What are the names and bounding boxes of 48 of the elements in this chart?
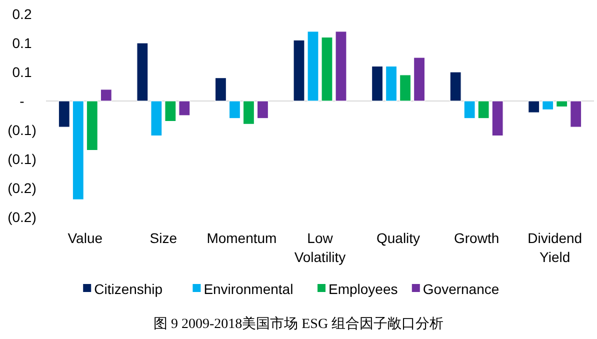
x-tick-label: Low Volatility bbox=[294, 230, 346, 265]
x-tick-label: Size bbox=[150, 230, 178, 246]
y-tick-label: (0.1) bbox=[8, 151, 36, 167]
legend-label: Governance bbox=[422, 281, 500, 297]
bar bbox=[413, 57, 426, 102]
bar bbox=[72, 100, 84, 200]
y-tick-label: (0.2) bbox=[8, 209, 36, 225]
bar bbox=[385, 66, 398, 102]
x-tick-label: Growth bbox=[454, 230, 500, 246]
bar bbox=[492, 100, 504, 136]
y-tick-label: (0.2) bbox=[8, 180, 36, 196]
bar bbox=[164, 100, 176, 122]
x-tick-label: Quality bbox=[376, 230, 420, 246]
x-tick-label: Momentum bbox=[206, 230, 277, 246]
legend-label: Employees bbox=[328, 281, 398, 297]
bar bbox=[242, 100, 255, 124]
bar bbox=[399, 74, 412, 102]
bar bbox=[478, 100, 490, 119]
bar bbox=[86, 100, 98, 151]
legend-label: Citizenship bbox=[94, 281, 163, 297]
y-tick-label: 0.1 bbox=[12, 64, 32, 80]
bar bbox=[321, 36, 333, 102]
bar bbox=[178, 100, 190, 116]
bar bbox=[570, 100, 582, 128]
bar bbox=[136, 42, 148, 102]
bar bbox=[542, 100, 554, 110]
bar bbox=[371, 66, 384, 102]
bar bbox=[214, 78, 227, 102]
bar bbox=[58, 100, 70, 128]
bar bbox=[100, 89, 112, 102]
bar bbox=[307, 31, 319, 102]
y-tick-label: 0.1 bbox=[12, 35, 32, 51]
bar bbox=[150, 100, 162, 136]
legend-label: Environmental bbox=[204, 281, 294, 297]
x-tick-label: Dividend Yield bbox=[528, 230, 582, 265]
bar bbox=[293, 40, 305, 102]
bar bbox=[556, 100, 568, 108]
caption: 图 9 2009-2018美国市场 ESG 组合因子敞口分析 bbox=[153, 316, 444, 332]
y-tick-label: 0.2 bbox=[12, 6, 32, 22]
y-tick-label: (0.1) bbox=[8, 122, 36, 138]
bar bbox=[256, 100, 269, 119]
x-tick-label: Value bbox=[68, 230, 103, 246]
bar bbox=[464, 100, 476, 119]
bar bbox=[450, 72, 462, 102]
bar bbox=[335, 31, 347, 102]
bar bbox=[228, 100, 241, 119]
bar bbox=[528, 100, 540, 113]
y-tick-label: - bbox=[20, 93, 25, 109]
